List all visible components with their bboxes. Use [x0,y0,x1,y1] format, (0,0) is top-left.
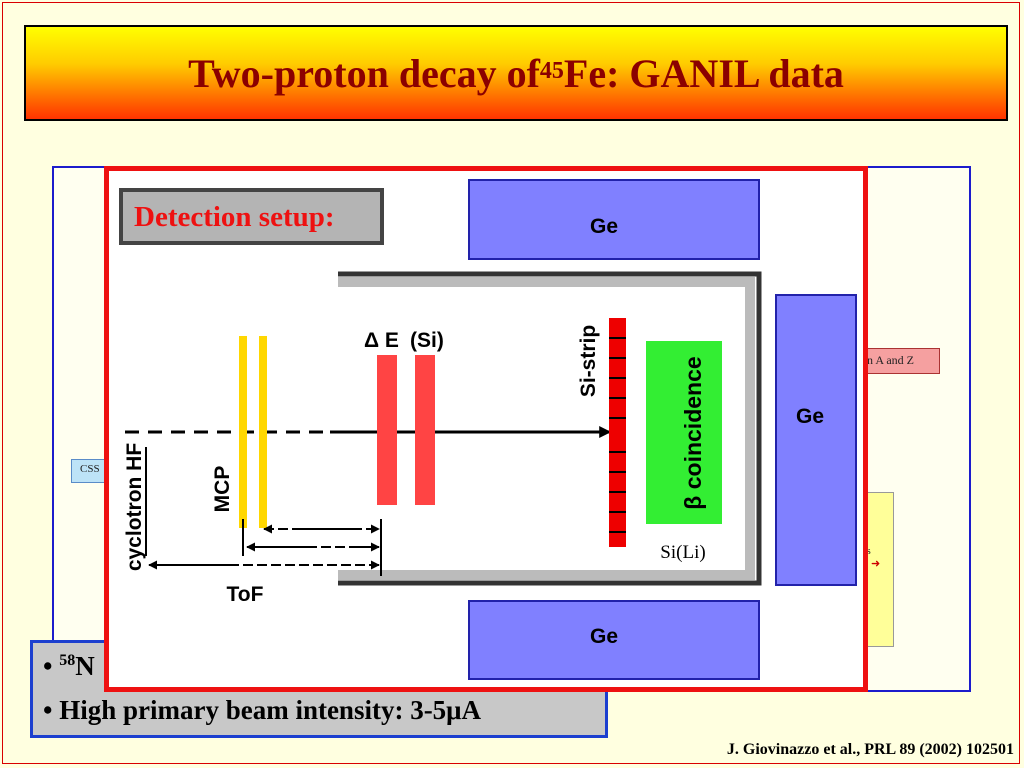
setup-label-box [123,192,380,241]
si-label: (Si) [410,329,444,352]
citation: J. Giovinazzo et al., PRL 89 (2002) 1025… [726,741,1014,758]
ge-detector-top [468,179,760,260]
cyclotron-hf-label: cyclotron HF [123,443,146,572]
ge-right-label: Ge [796,405,824,428]
detection-setup-frame: Detection setup: Ge Ge Ge Δ E (Si) [104,166,868,692]
mcp-label: MCP [211,466,234,513]
slide-title: Two-proton decay of 45 Fe: GANIL data [24,25,1008,121]
bullet-1-text: N [75,651,95,681]
title-prefix: Two-proton decay of [188,50,540,96]
ge-detector-right [775,294,857,586]
ge-bottom-label: Ge [590,625,618,648]
setup-label: Detection setup: [134,201,335,233]
si-strip-segments [609,337,626,533]
title-suffix: Fe: GANIL data [563,50,844,96]
events-arrow-icon: ➜ [871,558,881,570]
bullet-2-text: High primary beam intensity: 3-5μA [59,695,481,725]
delta-e-detector-2 [415,355,435,505]
delta-e-detector-1 [377,355,397,505]
tof-label: ToF [227,583,264,606]
detection-setup-diagram: Detection setup: Ge Ge Ge Δ E (Si) [119,179,857,680]
bullet-2: • High primary beam intensity: 3-5μA [43,695,481,726]
delta-e-label: Δ E [364,329,399,352]
bullet-1: • 58N [43,651,95,682]
si-li-detector [646,341,722,524]
bullet-2-marker: • [43,695,53,725]
title-superscript: 45 [539,57,564,84]
mcp-foil-2 [259,336,267,528]
bullet-1-superscript: 58 [59,652,76,669]
bullet-1-marker: • [43,651,53,681]
ge-detector-bottom [468,600,760,680]
si-li-label: Si(Li) [660,542,705,563]
beta-coincidence-label: β coincidence [680,356,706,509]
ge-top-label: Ge [590,215,618,238]
chamber-wall-shadow [338,277,755,580]
si-strip-detector [609,318,626,547]
si-strip-label: Si-strip [577,325,600,397]
chamber-wall [338,271,762,586]
mcp-foil-1 [239,336,247,528]
